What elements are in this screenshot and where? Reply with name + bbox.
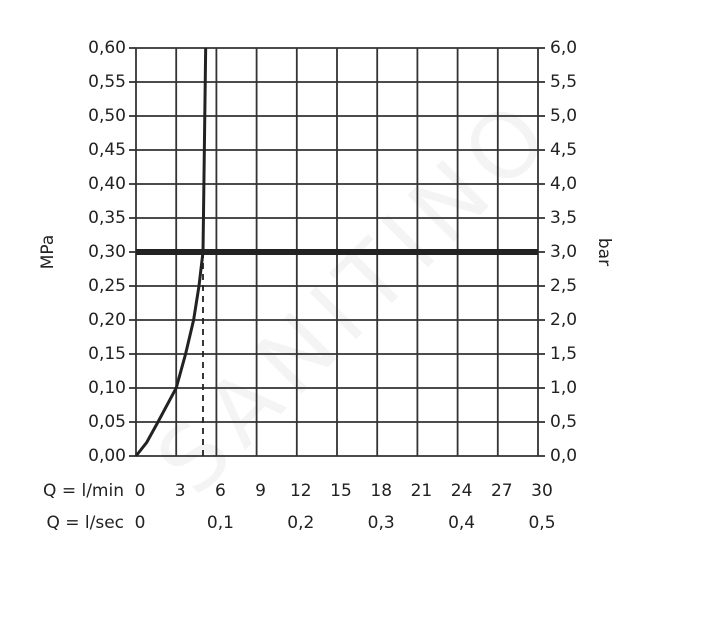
y2-tick-label: 2,5 — [550, 276, 577, 296]
x-tick-label: 3 — [175, 481, 186, 501]
x2-tick-label: 0 — [135, 513, 146, 533]
y2-tick-label: 1,0 — [550, 378, 577, 398]
x2-tick-label: 0,2 — [287, 513, 314, 533]
y2-tick-label: 5,0 — [550, 106, 577, 126]
y-tick-label: 0,10 — [88, 378, 126, 398]
y2-tick-label: 4,0 — [550, 174, 577, 194]
y-axis-title: MPa — [38, 235, 58, 270]
x-tick-label: 6 — [215, 481, 226, 501]
y2-axis-title: bar — [594, 238, 614, 266]
x-tick-label: 0 — [135, 481, 146, 501]
x-tick-label: 15 — [330, 481, 352, 501]
y-tick-label: 0,60 — [88, 38, 126, 58]
x-tick-label: 30 — [531, 481, 553, 501]
x2-tick-label: 0,4 — [448, 513, 475, 533]
y2-tick-label: 0,5 — [550, 412, 577, 432]
y2-tick-label: 2,0 — [550, 310, 577, 330]
x-tick-label: 27 — [491, 481, 513, 501]
y-tick-label: 0,05 — [88, 412, 126, 432]
y-tick-label: 0,00 — [88, 446, 126, 466]
y2-tick-label: 1,5 — [550, 344, 577, 364]
y2-tick-label: 3,5 — [550, 208, 577, 228]
x-row-label: Q = l/min — [43, 481, 124, 501]
y2-tick-label: 5,5 — [550, 72, 577, 92]
x-tick-label: 24 — [451, 481, 473, 501]
y2-tick-label: 0,0 — [550, 446, 577, 466]
x2-tick-label: 0,1 — [207, 513, 234, 533]
flow-curve — [134, 47, 208, 457]
y-tick-label: 0,50 — [88, 106, 126, 126]
x-tick-label: 12 — [290, 481, 312, 501]
y-tick-label: 0,20 — [88, 310, 126, 330]
y-tick-label: 0,15 — [88, 344, 126, 364]
y2-tick-label: 4,5 — [550, 140, 577, 160]
x-tick-label: 21 — [411, 481, 433, 501]
y-tick-label: 0,30 — [88, 242, 126, 262]
y2-tick-label: 3,0 — [550, 242, 577, 262]
y-tick-label: 0,25 — [88, 276, 126, 296]
x2-row-label: Q = l/sec — [46, 513, 124, 533]
x2-tick-label: 0,5 — [528, 513, 555, 533]
y-tick-label: 0,40 — [88, 174, 126, 194]
y-tick-label: 0,55 — [88, 72, 126, 92]
x-tick-label: 18 — [370, 481, 392, 501]
x2-tick-label: 0,3 — [368, 513, 395, 533]
y-tick-label: 0,35 — [88, 208, 126, 228]
y2-tick-label: 6,0 — [550, 38, 577, 58]
x-tick-label: 9 — [255, 481, 266, 501]
y-tick-label: 0,45 — [88, 140, 126, 160]
